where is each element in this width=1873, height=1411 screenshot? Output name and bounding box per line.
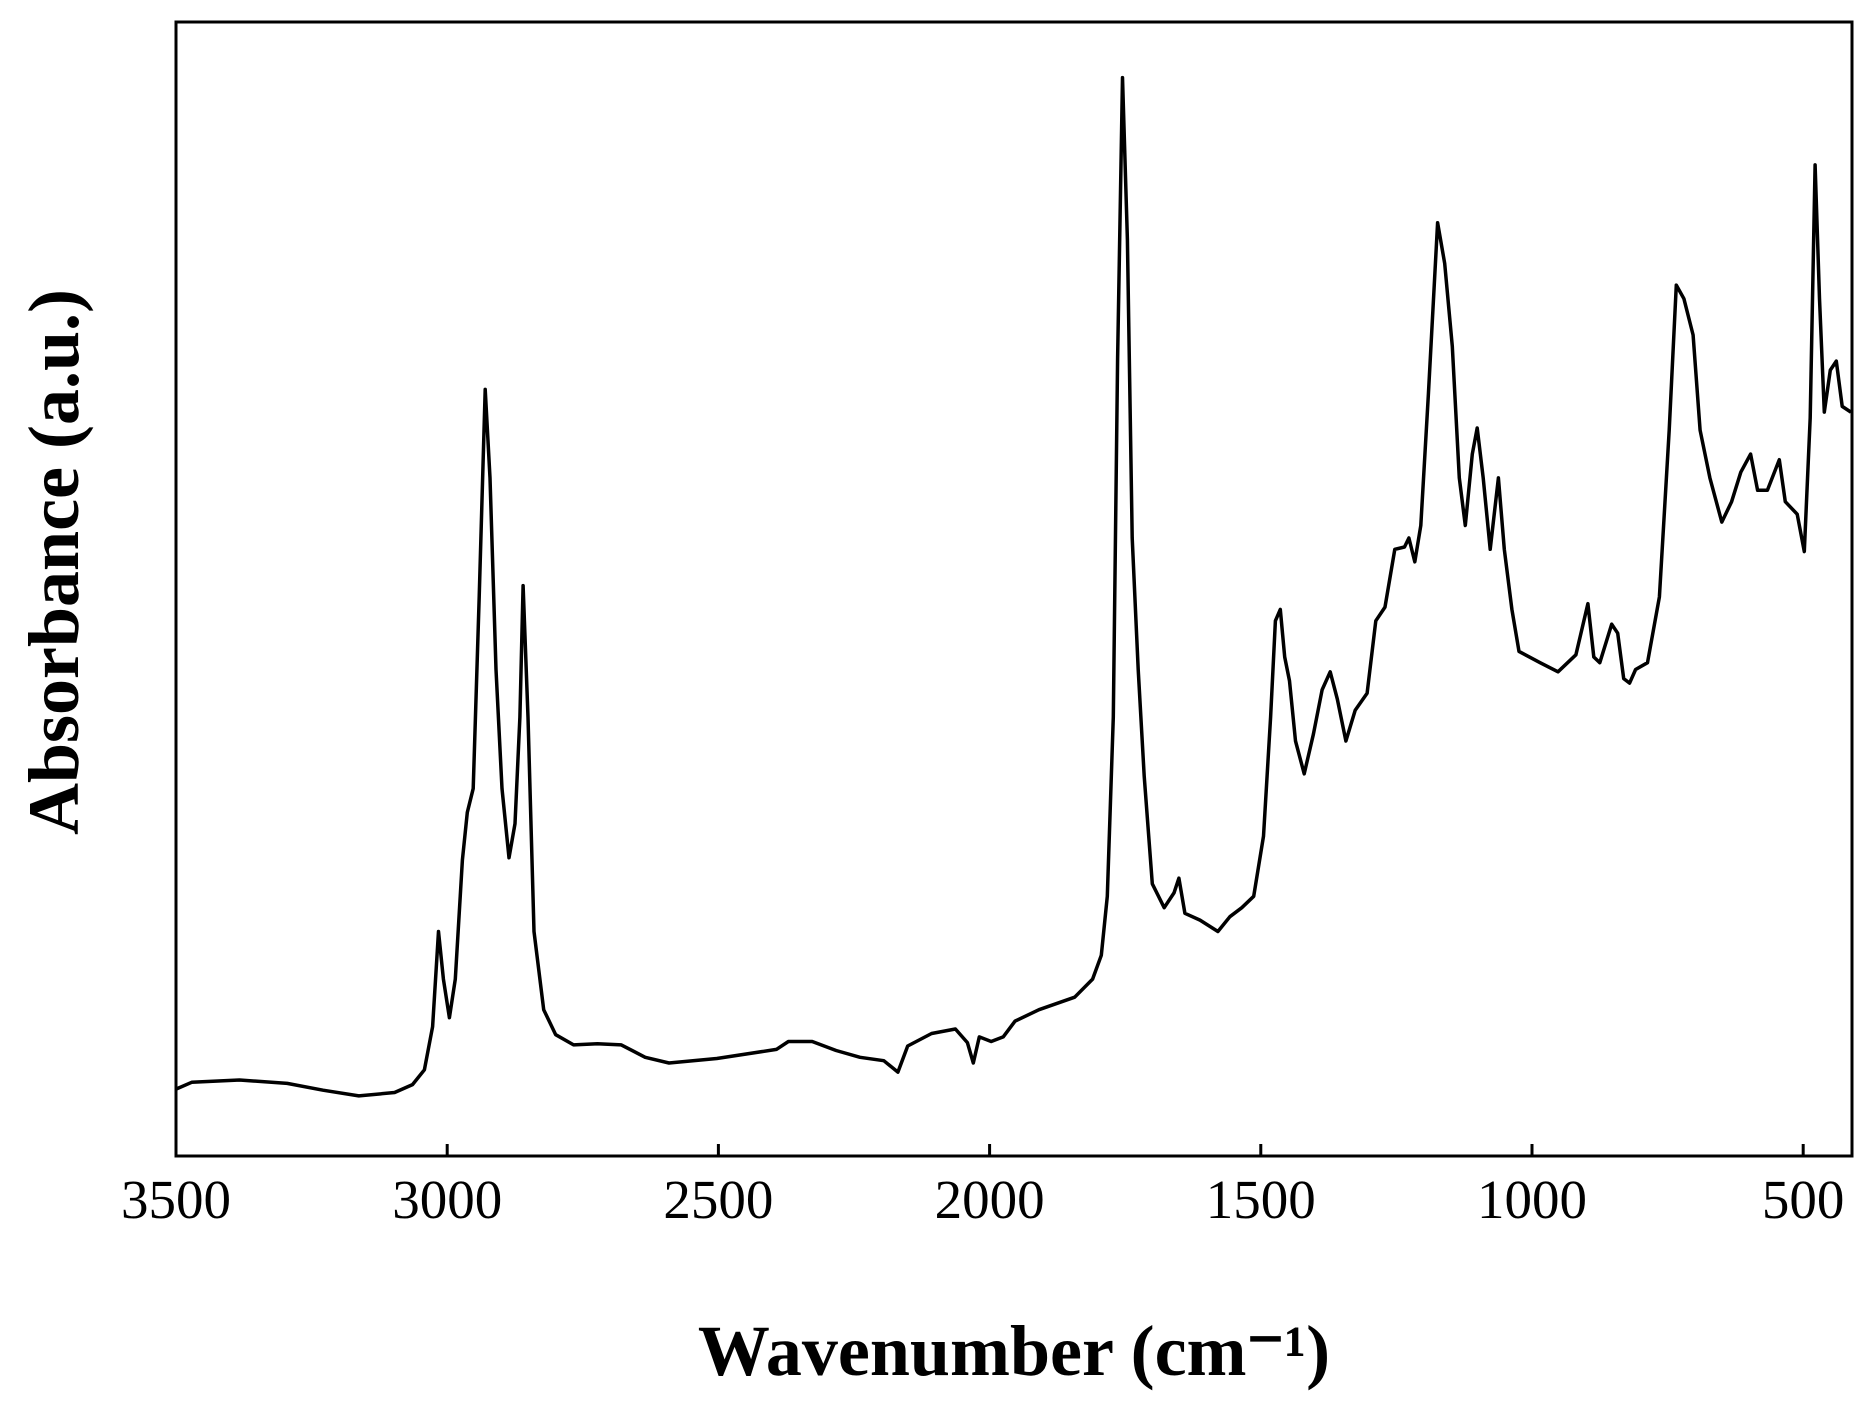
spectrum-line xyxy=(175,75,1852,1098)
x-axis-label: Wavenumber (cm⁻¹) xyxy=(698,1311,1330,1391)
x-tick-label: 500 xyxy=(1762,1169,1845,1230)
x-tick-label: 3500 xyxy=(121,1169,231,1230)
y-axis-label: Absorbance (a.u.) xyxy=(14,289,94,835)
x-tick-label: 3000 xyxy=(392,1169,502,1230)
x-tick-label: 2000 xyxy=(935,1169,1045,1230)
x-tick-label: 1000 xyxy=(1477,1169,1587,1230)
plot-frame xyxy=(174,20,1854,1158)
x-tick-label: 1500 xyxy=(1206,1169,1316,1230)
x-tick-label: 2500 xyxy=(663,1169,773,1230)
